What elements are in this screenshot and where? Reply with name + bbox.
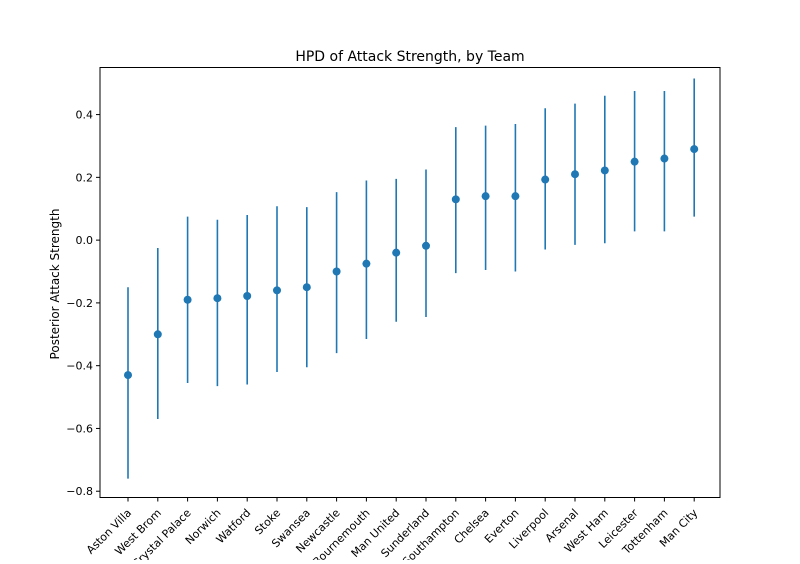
- posterior-point: [690, 145, 699, 154]
- posterior-point: [481, 192, 490, 201]
- posterior-point: [422, 241, 430, 250]
- y-axis-label: Posterior Attack Strength: [48, 209, 62, 360]
- y-tick-label: −0.8: [66, 485, 93, 498]
- posterior-point: [451, 195, 460, 204]
- posterior-point: [302, 283, 311, 292]
- posterior-point: [541, 175, 550, 184]
- chart-title: HPD of Attack Strength, by Team: [295, 49, 524, 65]
- y-tick-label: −0.2: [66, 297, 93, 310]
- posterior-point: [273, 286, 281, 295]
- posterior-point: [124, 371, 132, 380]
- y-tick-label: 0.2: [76, 171, 94, 184]
- posterior-point: [213, 294, 222, 303]
- posterior-point: [243, 291, 252, 300]
- posterior-point: [600, 166, 609, 175]
- posterior-point: [332, 267, 341, 276]
- marks-layer: [124, 78, 699, 479]
- posterior-point: [571, 170, 579, 179]
- posterior-point: [630, 157, 639, 166]
- posterior-point: [153, 330, 162, 339]
- posterior-point: [392, 248, 401, 257]
- y-tick-label: 0.0: [76, 234, 94, 247]
- posterior-point: [660, 154, 669, 163]
- y-tick-label: 0.4: [76, 109, 94, 122]
- plot-frame: [99, 67, 721, 498]
- posterior-point: [183, 295, 192, 304]
- y-tick-label: −0.6: [66, 422, 93, 435]
- posterior-point: [362, 259, 371, 268]
- posterior-point: [511, 192, 520, 201]
- y-tick-label: −0.4: [66, 360, 93, 373]
